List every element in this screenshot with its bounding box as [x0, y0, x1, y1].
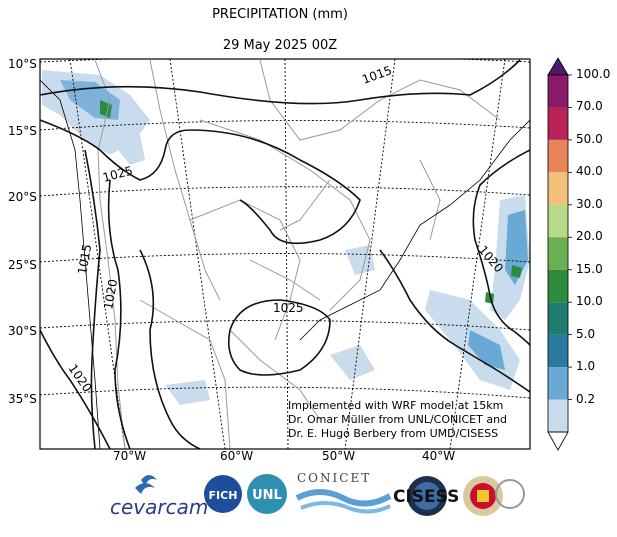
isobar-label: 1025: [273, 301, 304, 315]
longitude-label: 50°W: [322, 449, 356, 463]
colorbar-tick-label: 50.0: [576, 131, 603, 146]
colorbar-tick-label: 1.0: [576, 359, 596, 374]
latitude-label: 15°S: [8, 124, 37, 138]
colorbar-band: [548, 139, 568, 173]
colorbar-band: [548, 204, 568, 238]
colorbar-frame: [547, 74, 569, 433]
colorbar-tick-label: 40.0: [576, 164, 603, 179]
cisess-logo: CISESS: [393, 476, 459, 516]
latitude-label: 10°S: [8, 57, 37, 71]
longitude-label: 70°W: [113, 449, 147, 463]
svg-text:CONICET: CONICET: [297, 471, 371, 485]
pacific-coastline: [40, 79, 101, 449]
colorbar: [547, 57, 572, 451]
longitude-label: 60°W: [220, 449, 254, 463]
attribution-text: Implemented with WRF model at 15km Dr. O…: [288, 399, 507, 441]
precip-shading: [42, 70, 530, 405]
colorbar-band: [548, 75, 568, 108]
colorbar-band: [548, 172, 568, 205]
conicet-logo: CONICET: [295, 471, 392, 514]
colorbar-band: [548, 367, 568, 400]
colorbar-under-arrow: [547, 431, 569, 451]
svg-text:FICH: FICH: [209, 489, 238, 502]
isobar-label: 1020: [101, 278, 120, 311]
svg-text:CISESS: CISESS: [393, 487, 459, 507]
colorbar-band: [548, 237, 568, 270]
attribution-line: Dr. E. Hugo Berbery from UMD/CISESS: [288, 427, 499, 440]
latitude-label: 30°S: [8, 324, 37, 338]
logos-row: cevarcam FICH UNL CONICET CISESS: [110, 471, 525, 519]
attribution-line: Dr. Omar Müller from UNL/CONICET and: [288, 413, 508, 426]
svg-text:cevarcam: cevarcam: [110, 495, 208, 519]
colorbar-band: [548, 399, 568, 432]
colorbar-band: [548, 334, 568, 368]
svg-text:UNL: UNL: [252, 488, 282, 503]
map-frame: [39, 58, 531, 450]
latitude-label: 20°S: [8, 190, 37, 204]
latitude-label: 35°S: [8, 392, 37, 406]
fich-logo: FICH: [204, 475, 242, 513]
country-borders: [94, 59, 501, 449]
atlantic-coastline: [299, 119, 530, 341]
colorbar-band: [548, 107, 568, 140]
isobars: [40, 59, 530, 449]
colorbar-band: [548, 302, 568, 335]
latitude-label: 25°S: [8, 258, 37, 272]
chart-title: PRECIPITATION (mm): [212, 7, 348, 22]
colorbar-tick-label: 100.0: [576, 67, 611, 81]
colorbar-tick-label: 10.0: [576, 294, 603, 309]
colorbar-tick-label: 30.0: [576, 196, 603, 211]
colorbar-tick-label: 15.0: [576, 261, 603, 276]
longitude-label: 40°W: [422, 449, 456, 463]
unl-logo: UNL: [247, 474, 287, 514]
attribution-line: Implemented with WRF model at 15km: [288, 399, 504, 412]
chart-subtitle: 29 May 2025 00Z: [222, 38, 338, 53]
colorbar-band: [548, 269, 568, 303]
faded-seal-logo: [495, 479, 525, 509]
isobar-label: 1015: [75, 243, 94, 276]
cevarcam-logo: cevarcam: [110, 475, 208, 519]
colorbar-tick-label: 70.0: [576, 99, 603, 114]
colorbar-tick-label: 0.2: [576, 391, 596, 406]
colorbar-over-arrow: [547, 57, 569, 76]
colorbar-tick-label: 20.0: [576, 229, 603, 244]
university-seal-logo: [463, 476, 503, 516]
colorbar-tick-label: 5.0: [576, 326, 596, 341]
